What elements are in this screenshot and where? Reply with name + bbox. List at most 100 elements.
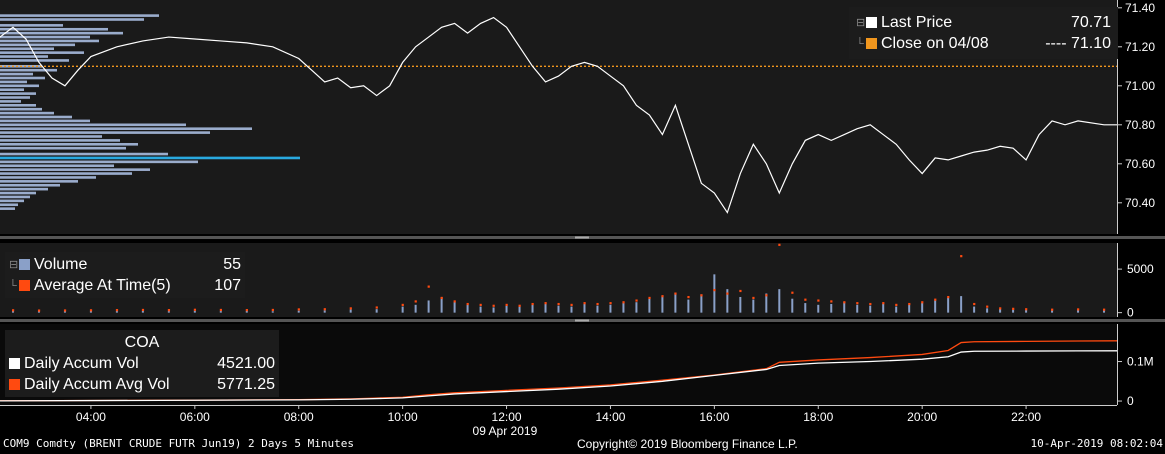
price-profile-bar <box>0 111 54 115</box>
volume-bar[interactable] <box>63 311 66 313</box>
volume-bar[interactable] <box>11 311 14 313</box>
volume-bar[interactable] <box>193 310 196 313</box>
volume-bar[interactable] <box>271 311 274 313</box>
volume-bar[interactable] <box>739 296 742 313</box>
resize-handle-icon[interactable] <box>575 319 589 322</box>
volume-bar[interactable] <box>804 303 807 313</box>
volume-legend[interactable]: ⊟ Volume 55 └ Average At Time(5) 107 <box>5 252 245 298</box>
volume-bar[interactable] <box>661 296 664 313</box>
volume-bar[interactable] <box>1077 310 1080 313</box>
volume-bar[interactable] <box>960 296 963 313</box>
volume-bar[interactable] <box>245 310 248 313</box>
volume-bar[interactable] <box>427 300 430 313</box>
volume-bar[interactable] <box>37 310 40 313</box>
volume-bar[interactable] <box>505 305 508 313</box>
volume-bar[interactable] <box>1012 309 1015 313</box>
volume-bar[interactable] <box>349 309 352 313</box>
volume-bar[interactable] <box>1051 310 1054 313</box>
legend-row-daily-accum-avg-vol[interactable]: Daily Accum Avg Vol 5771.25 <box>9 374 275 395</box>
volume-bar[interactable] <box>648 298 651 313</box>
legend-value: 4521.00 <box>217 354 275 372</box>
volume-bar[interactable] <box>583 303 586 313</box>
volume-bar[interactable] <box>492 307 495 313</box>
volume-bar[interactable] <box>635 302 638 313</box>
volume-bar[interactable] <box>869 305 872 313</box>
volume-bar[interactable] <box>921 303 924 313</box>
volume-bar[interactable] <box>570 306 573 313</box>
last-price-line[interactable] <box>0 16 1117 214</box>
volume-bar[interactable] <box>843 302 846 313</box>
volume-bar[interactable] <box>401 306 404 313</box>
volume-bar[interactable] <box>557 305 560 313</box>
volume-bar[interactable] <box>622 303 625 313</box>
price-legend[interactable]: ⊟ Last Price 70.71 └ Close on 04/08 ----… <box>849 7 1118 59</box>
legend-label: Last Price <box>881 13 953 31</box>
volume-bar[interactable] <box>375 309 378 313</box>
volume-bar[interactable] <box>323 310 326 313</box>
tree-collapse-icon[interactable]: ⊟ <box>9 259 19 271</box>
legend-row-volume[interactable]: ⊟ Volume 55 <box>9 254 241 275</box>
volume-bar[interactable] <box>999 309 1002 313</box>
price-profile-bar <box>0 59 69 62</box>
accumulation-legend[interactable]: COA Daily Accum Vol 4521.00 Daily Accum … <box>5 330 279 397</box>
price-profile-bar <box>0 203 18 207</box>
price-profile-bar <box>0 195 30 199</box>
volume-bar[interactable] <box>596 305 599 313</box>
volume-bar[interactable] <box>479 306 482 313</box>
legend-label: Daily Accum Vol <box>24 354 139 372</box>
volume-bar[interactable] <box>141 310 144 313</box>
volume-bar[interactable] <box>115 311 118 313</box>
volume-bar[interactable] <box>765 293 768 313</box>
volume-bar[interactable] <box>219 311 222 313</box>
legend-row-daily-accum-vol[interactable]: Daily Accum Vol 4521.00 <box>9 353 275 374</box>
legend-row-last-price[interactable]: ⊟ Last Price 70.71 <box>856 12 1111 33</box>
volume-bar[interactable] <box>713 274 716 313</box>
volume-bar[interactable] <box>726 289 729 313</box>
volume-bar[interactable] <box>609 304 612 313</box>
legend-row-close[interactable]: └ Close on 04/08 ---- 71.10 <box>856 33 1111 54</box>
volume-bar[interactable] <box>518 306 521 313</box>
volume-bar[interactable] <box>856 304 859 313</box>
volume-bar[interactable] <box>882 303 885 313</box>
volume-bar[interactable] <box>1103 310 1106 313</box>
volume-bar[interactable] <box>1025 310 1028 313</box>
volume-bar[interactable] <box>453 302 456 313</box>
resize-handle-icon[interactable] <box>575 236 589 239</box>
volume-bar[interactable] <box>687 299 690 313</box>
volume-bar[interactable] <box>791 298 794 313</box>
volume-bar[interactable] <box>440 296 443 313</box>
volume-bar[interactable] <box>700 294 703 313</box>
volume-bar[interactable] <box>297 310 300 313</box>
price-profile-bar <box>0 180 78 183</box>
volume-bar[interactable] <box>986 308 989 313</box>
volume-bar[interactable] <box>895 306 898 313</box>
volume-bar[interactable] <box>908 304 911 313</box>
average-at-time-point <box>635 299 638 302</box>
volume-bar[interactable] <box>674 292 677 313</box>
average-at-time-point <box>466 302 469 306</box>
volume-bar[interactable] <box>414 304 417 313</box>
average-at-time-point <box>453 300 456 303</box>
volume-bar[interactable] <box>466 304 469 313</box>
volume-bar[interactable] <box>778 289 781 313</box>
daily-accum-vol-line[interactable] <box>0 350 1118 402</box>
volume-bar[interactable] <box>531 304 534 313</box>
volume-bar[interactable] <box>167 311 170 313</box>
average-at-time-point <box>960 255 963 258</box>
accumulation-title: COA <box>124 333 160 351</box>
volume-bar[interactable] <box>752 299 755 313</box>
volume-bar[interactable] <box>947 297 950 313</box>
legend-swatch-volume <box>19 259 30 270</box>
volume-bar[interactable] <box>830 303 833 313</box>
volume-bar[interactable] <box>973 306 976 313</box>
volume-bar[interactable] <box>817 304 820 313</box>
x-tick-label: 20:00 <box>907 410 937 424</box>
x-tick-label: 10:00 <box>388 410 418 424</box>
volume-bar[interactable] <box>544 303 547 313</box>
average-at-time-point <box>375 306 378 309</box>
price-profile-bar <box>0 146 126 150</box>
tree-collapse-icon[interactable]: ⊟ <box>856 17 866 29</box>
volume-bar[interactable] <box>89 310 92 313</box>
volume-bar[interactable] <box>934 300 937 313</box>
legend-row-average[interactable]: └ Average At Time(5) 107 <box>9 275 241 296</box>
